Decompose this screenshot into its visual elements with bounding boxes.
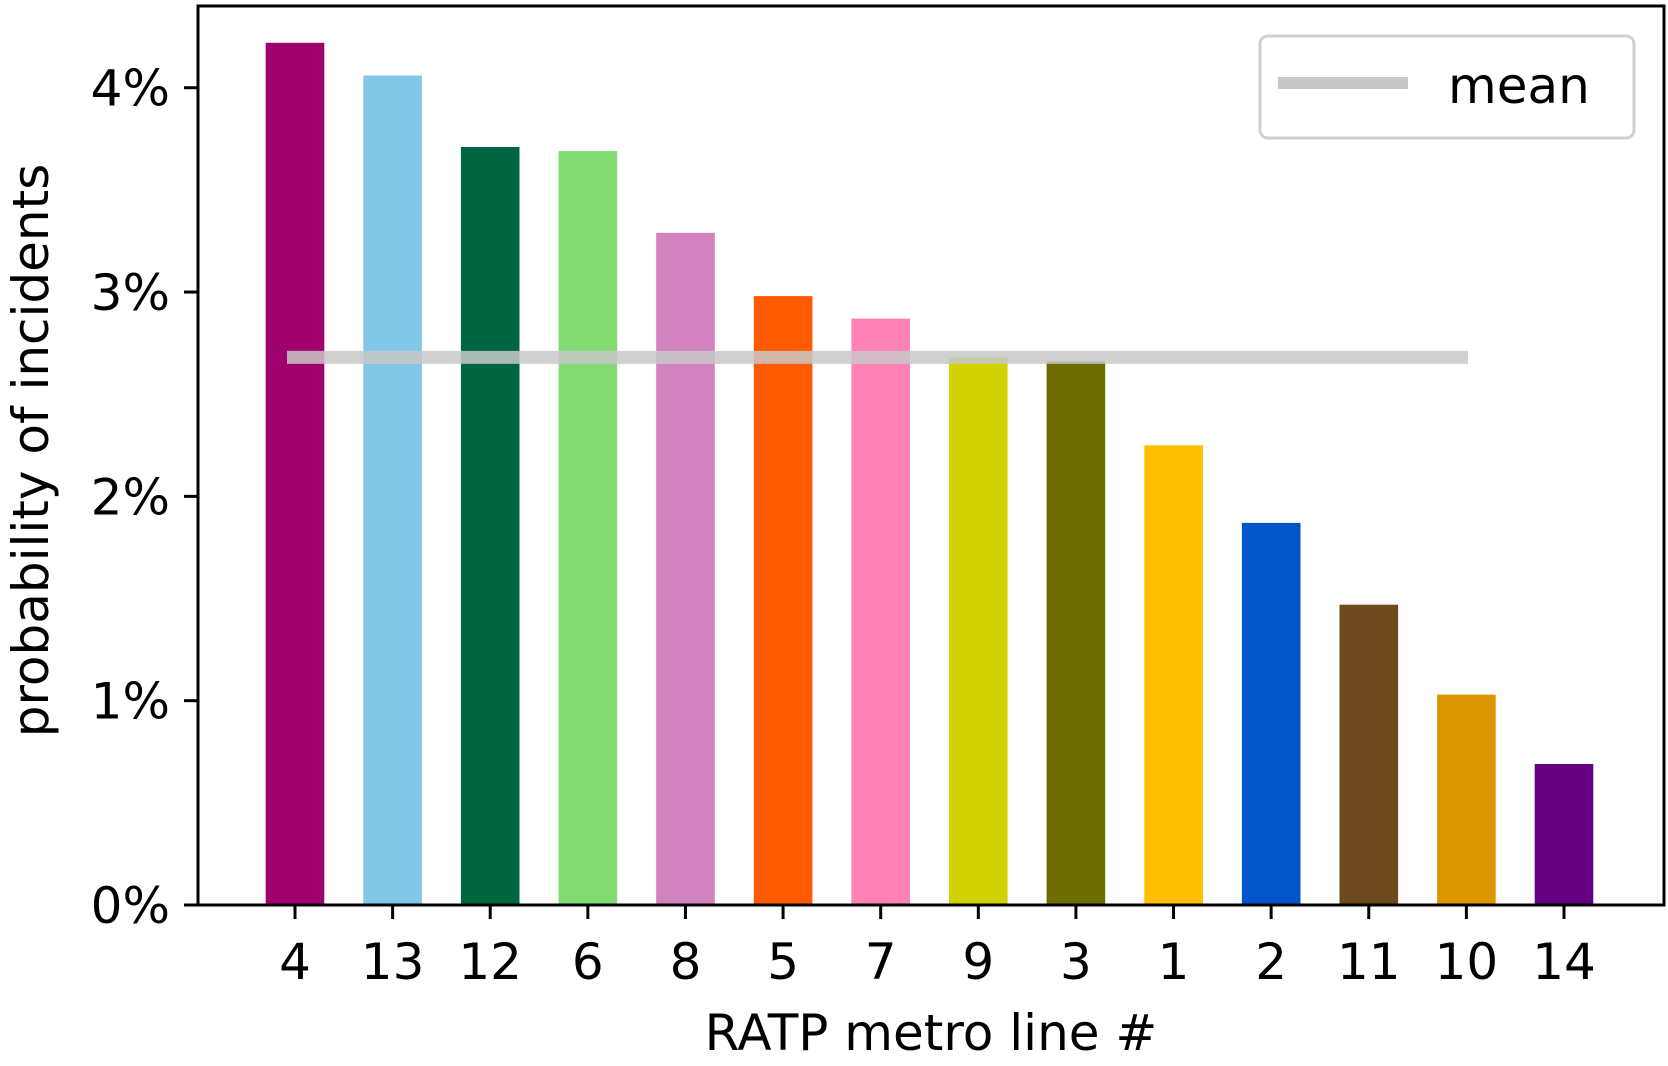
- y-axis-label: probability of incidents: [2, 164, 60, 738]
- bar-line-2: [1241, 522, 1301, 905]
- x-axis-ticks: 4 13 12 6 8 5 7 9 3 1 2 11 10 14: [279, 905, 1596, 991]
- legend-box: [1258, 34, 1636, 140]
- y-tick-label: 1%: [91, 673, 170, 731]
- bar-line-3: [1046, 361, 1106, 905]
- x-tick-label: 5: [767, 933, 799, 991]
- x-tick-label: 2: [1255, 933, 1287, 991]
- x-axis-label: RATP metro line #: [705, 1004, 1158, 1062]
- x-tick-label: 3: [1060, 933, 1092, 991]
- bar-line-4: [265, 42, 325, 906]
- bar-line-7: [851, 318, 910, 906]
- y-tick-label: 4%: [91, 60, 170, 118]
- bar-line-12: [460, 147, 520, 905]
- x-tick-label: 8: [670, 933, 702, 991]
- x-tick-label: 14: [1532, 933, 1596, 991]
- x-tick-label: 10: [1435, 933, 1499, 991]
- bar-line-14: [1534, 764, 1594, 905]
- x-tick-label: 1: [1158, 933, 1190, 991]
- legend-mean-label: mean: [1448, 57, 1590, 115]
- y-tick-label: 3%: [91, 264, 170, 322]
- bar-line-11: [1339, 604, 1399, 905]
- bar-line-13: [363, 75, 422, 905]
- bar-line-6: [558, 151, 618, 906]
- legend: mean: [1258, 34, 1636, 140]
- y-tick-label: 2%: [91, 468, 170, 526]
- x-tick-label: 12: [458, 933, 522, 991]
- x-tick-label: 6: [572, 933, 604, 991]
- x-tick-label: 7: [865, 933, 897, 991]
- plot-frame: [196, 4, 1666, 907]
- x-tick-label: 4: [279, 933, 311, 991]
- bar-line-8: [656, 232, 715, 906]
- x-tick-label: 13: [361, 933, 425, 991]
- y-axis-ticks: 0% 1% 2% 3% 4%: [91, 60, 198, 935]
- y-tick-label: 0%: [91, 877, 170, 935]
- x-tick-label: 9: [962, 933, 994, 991]
- bar-line-10: [1437, 694, 1496, 905]
- bar-line-5: [753, 296, 813, 906]
- bar-line-9: [949, 357, 1008, 905]
- x-tick-label: 11: [1337, 933, 1401, 991]
- bars-group: [265, 42, 1594, 906]
- bar-line-1: [1144, 445, 1203, 905]
